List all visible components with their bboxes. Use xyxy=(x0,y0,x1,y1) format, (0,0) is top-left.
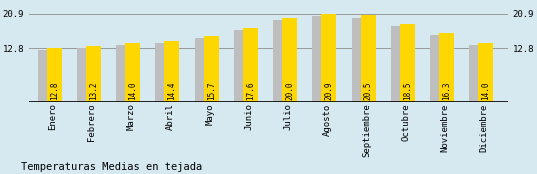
Text: 14.0: 14.0 xyxy=(481,82,490,100)
Bar xyxy=(234,30,249,102)
Bar xyxy=(478,43,494,102)
Text: 17.6: 17.6 xyxy=(246,82,255,100)
Text: 14.0: 14.0 xyxy=(128,82,137,100)
Bar xyxy=(195,38,209,102)
Bar xyxy=(391,26,406,102)
Bar xyxy=(352,18,367,102)
Bar xyxy=(282,18,297,102)
Bar xyxy=(430,35,445,102)
Text: 15.7: 15.7 xyxy=(207,82,216,100)
Bar xyxy=(77,48,92,102)
Bar xyxy=(125,43,140,102)
Text: 18.5: 18.5 xyxy=(403,82,412,100)
Bar xyxy=(156,43,170,102)
Bar xyxy=(204,36,219,102)
Text: 20.0: 20.0 xyxy=(285,82,294,100)
Bar xyxy=(400,24,415,102)
Bar xyxy=(47,48,62,102)
Text: 14.4: 14.4 xyxy=(168,82,176,100)
Text: 13.2: 13.2 xyxy=(89,82,98,100)
Text: 16.3: 16.3 xyxy=(442,82,451,100)
Bar xyxy=(86,46,101,102)
Bar xyxy=(243,28,258,102)
Bar xyxy=(38,50,53,102)
Bar xyxy=(322,14,336,102)
Text: Temperaturas Medias en tejada: Temperaturas Medias en tejada xyxy=(21,162,203,172)
Bar xyxy=(361,15,375,102)
Text: 20.9: 20.9 xyxy=(324,82,333,100)
Bar xyxy=(116,45,131,102)
Text: 20.5: 20.5 xyxy=(364,82,373,100)
Bar xyxy=(164,41,179,102)
Bar xyxy=(439,33,454,102)
Text: 12.8: 12.8 xyxy=(50,82,59,100)
Bar xyxy=(313,16,328,102)
Bar xyxy=(469,45,484,102)
Bar xyxy=(273,20,288,102)
